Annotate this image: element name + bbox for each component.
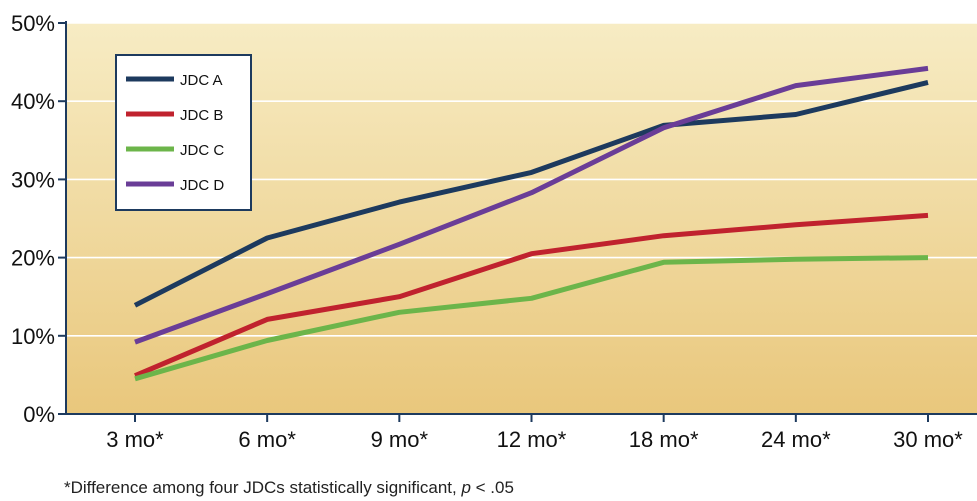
axes: 0% 10% 20% 30% 40% 50% 3 mo* 6 mo* 9 mo* 12 mo* 18… — [11, 11, 977, 452]
series-lines — [133, 65, 929, 382]
legend-label: JDC A — [180, 72, 223, 89]
line-chart: 0% 10% 20% 30% 40% 50% 3 mo* 6 mo* 9 mo* 12 mo* 18… — [11, 11, 977, 452]
x-tick-label: 9 mo* — [371, 427, 429, 452]
series-line-jdc-d — [134, 65, 929, 345]
legend-label: JDC B — [180, 107, 223, 124]
legend-label: JDC D — [180, 177, 224, 194]
x-tick-label: 24 mo* — [761, 427, 831, 452]
footnote-prefix: *Difference among four JDCs statisticall… — [64, 478, 462, 497]
y-tick-label: 10% — [11, 324, 55, 349]
legend-label: JDC C — [180, 142, 224, 159]
series-line-jdc-c — [134, 255, 929, 382]
y-tick-label: 40% — [11, 89, 55, 114]
legend: JDC A JDC B JDC C JDC D — [115, 54, 252, 211]
x-tick-label: 12 mo* — [497, 427, 567, 452]
x-tick-label: 6 mo* — [238, 427, 296, 452]
x-tick-label: 3 mo* — [106, 427, 164, 452]
footnote: *Difference among four JDCs statisticall… — [64, 478, 514, 498]
series-line-jdc-b — [134, 212, 929, 379]
x-tick-label: 18 mo* — [629, 427, 699, 452]
y-tick-label: 30% — [11, 167, 55, 192]
y-tick-label: 20% — [11, 246, 55, 271]
series-line-jdc-a — [133, 79, 929, 308]
y-tick-label: 0% — [23, 402, 55, 427]
y-tick-label: 50% — [11, 11, 55, 36]
footnote-suffix: < .05 — [470, 478, 514, 497]
x-tick-label: 30 mo* — [893, 427, 963, 452]
footnote-p-symbol: p — [461, 478, 471, 497]
